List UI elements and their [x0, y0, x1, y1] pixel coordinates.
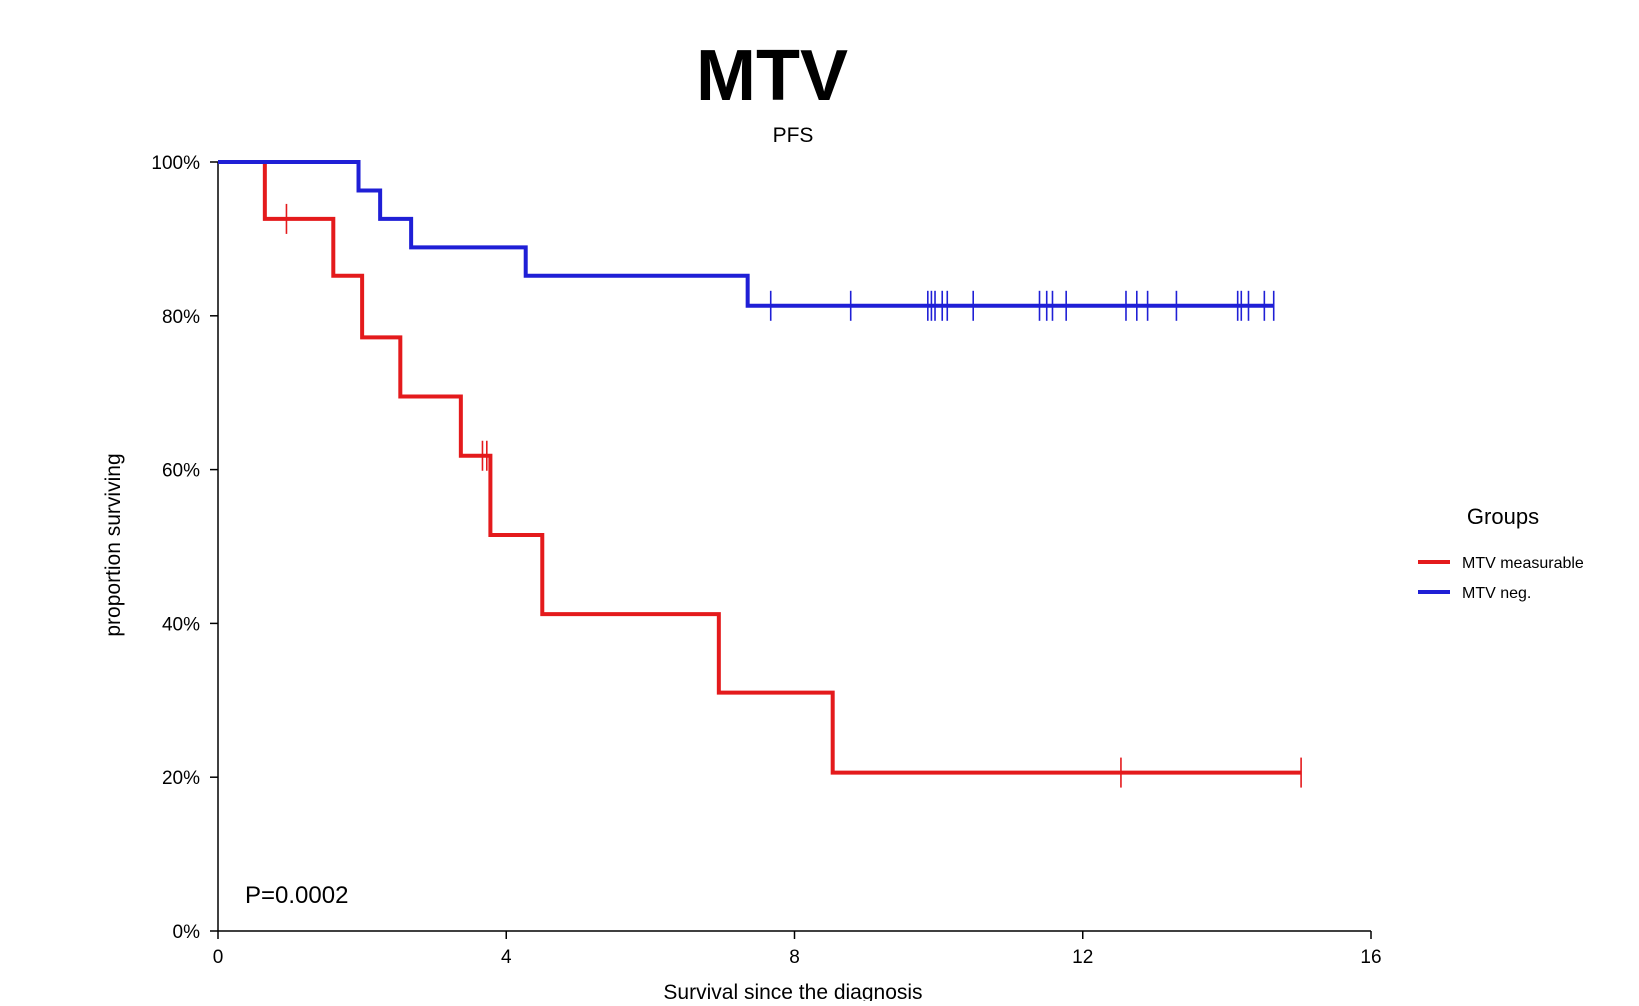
- x-tick-label: 0: [213, 947, 224, 968]
- y-axis-label: proportion surviving: [102, 453, 125, 636]
- axes: 0% 20% 40% 60% 80% 100% 0 4 8 12 16: [151, 153, 1381, 968]
- y-tick-label: 60%: [162, 461, 200, 482]
- p-value-annotation: P=0.0002: [245, 882, 348, 909]
- x-axis-label: Survival since the diagnosis: [663, 981, 922, 1001]
- x-tick-label: 8: [789, 947, 800, 968]
- survival-curve: [218, 160, 1274, 308]
- series-2: [218, 160, 1275, 321]
- y-tick-label: 0%: [173, 922, 201, 943]
- y-tick-label: 80%: [162, 307, 200, 328]
- legend: Groups MTV measurable MTV neg.: [1418, 504, 1584, 602]
- legend-title: Groups: [1467, 504, 1539, 529]
- x-tick-label: 12: [1072, 947, 1093, 968]
- chart-title: MTV: [696, 36, 848, 116]
- series-layer: [218, 160, 1302, 788]
- x-tick-label: 4: [501, 947, 512, 968]
- survival-curve: [218, 160, 1302, 775]
- chart-subtitle: PFS: [773, 124, 814, 147]
- y-tick-label: 20%: [162, 768, 200, 789]
- legend-items: MTV measurable MTV neg.: [1418, 555, 1584, 602]
- legend-label: MTV neg.: [1462, 585, 1531, 602]
- legend-label: MTV measurable: [1462, 555, 1584, 572]
- x-tick-label: 16: [1360, 947, 1381, 968]
- series-1: [218, 160, 1302, 788]
- y-tick-label: 40%: [162, 614, 200, 635]
- y-tick-label: 100%: [151, 153, 200, 174]
